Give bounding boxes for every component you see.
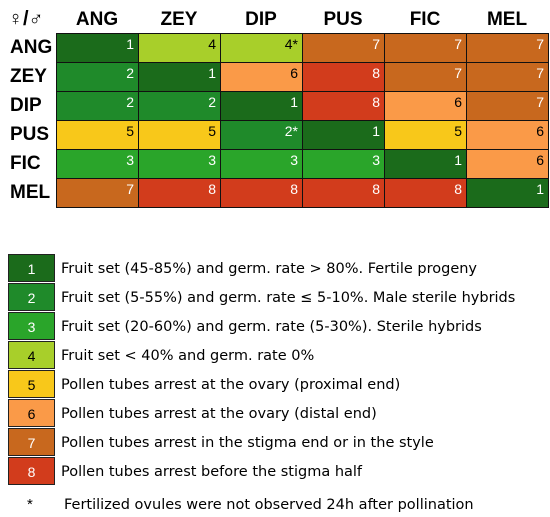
legend-text: Pollen tubes arrest at the ovary (proxim… bbox=[61, 377, 401, 393]
matrix-cell: 8 bbox=[139, 179, 221, 208]
legend-swatch: 4 bbox=[8, 341, 55, 369]
legend-swatch: 2 bbox=[8, 283, 55, 311]
female-male-symbol: ♀/♂ bbox=[8, 8, 44, 30]
row-header: DIP bbox=[10, 95, 42, 116]
row-header: ZEY bbox=[10, 66, 47, 87]
matrix-cell: 1 bbox=[303, 121, 385, 150]
matrix-cell: 3 bbox=[221, 150, 303, 179]
matrix-cell: 3 bbox=[139, 150, 221, 179]
matrix-cell: 8 bbox=[303, 179, 385, 208]
legend-text: Pollen tubes arrest in the stigma end or… bbox=[61, 435, 434, 451]
matrix-cell: 7 bbox=[467, 92, 549, 121]
matrix-cell: 8 bbox=[385, 179, 467, 208]
column-header: DIP bbox=[245, 9, 277, 30]
matrix-cell: 5 bbox=[385, 121, 467, 150]
matrix-cell: 2 bbox=[57, 92, 139, 121]
legend-swatch: 7 bbox=[8, 428, 55, 456]
legend-swatch: 5 bbox=[8, 370, 55, 398]
matrix-grid: 1 4 4* 7 7 7 2 1 6 8 7 7 2 2 1 8 6 7 5 5 2* 1 5 6 3 3 3 3 1 6 7 8 8 8 8 1 bbox=[56, 33, 549, 208]
row-header: PUS bbox=[10, 124, 50, 145]
matrix-cell: 7 bbox=[303, 34, 385, 63]
legend-text: Fruit set < 40% and germ. rate 0% bbox=[61, 348, 315, 364]
legend-swatch: 6 bbox=[8, 399, 55, 427]
crossing-matrix: ♀/♂ ANG ZEY DIP PUS FIC MEL ANG ZEY DIP … bbox=[0, 0, 550, 215]
matrix-cell: 7 bbox=[467, 63, 549, 92]
column-header: ZEY bbox=[160, 9, 198, 30]
matrix-cell: 8 bbox=[221, 179, 303, 208]
legend-text: Fruit set (5-55%) and germ. rate ≤ 5-10%… bbox=[61, 290, 516, 306]
matrix-cell: 7 bbox=[467, 34, 549, 63]
legend-text: Pollen tubes arrest before the stigma ha… bbox=[61, 464, 363, 480]
matrix-cell: 7 bbox=[385, 34, 467, 63]
matrix-cell: 8 bbox=[303, 92, 385, 121]
matrix-cell: 6 bbox=[221, 63, 303, 92]
matrix-cell: 4 bbox=[139, 34, 221, 63]
legend-text: Pollen tubes arrest at the ovary (distal… bbox=[61, 406, 377, 422]
matrix-cell: 2 bbox=[57, 63, 139, 92]
matrix-cell: 1 bbox=[221, 92, 303, 121]
legend-swatch: 8 bbox=[8, 457, 55, 485]
matrix-cell: 7 bbox=[385, 63, 467, 92]
matrix-cell: 2* bbox=[221, 121, 303, 150]
row-header: ANG bbox=[10, 37, 53, 58]
matrix-cell: 2 bbox=[139, 92, 221, 121]
matrix-cell: 7 bbox=[57, 179, 139, 208]
matrix-cell: 1 bbox=[139, 63, 221, 92]
footnote-symbol: * bbox=[27, 496, 33, 513]
matrix-cell: 5 bbox=[139, 121, 221, 150]
matrix-cell: 1 bbox=[385, 150, 467, 179]
legend-text: Fruit set (45-85%) and germ. rate > 80%.… bbox=[61, 261, 478, 277]
matrix-cell: 4* bbox=[221, 34, 303, 63]
matrix-cell: 1 bbox=[467, 179, 549, 208]
matrix-cell: 6 bbox=[385, 92, 467, 121]
legend-text: Fruit set (20-60%) and germ. rate (5-30%… bbox=[61, 319, 482, 335]
legend-swatch: 1 bbox=[8, 254, 55, 282]
matrix-cell: 6 bbox=[467, 121, 549, 150]
matrix-cell: 6 bbox=[467, 150, 549, 179]
row-header: FIC bbox=[10, 153, 41, 174]
column-header: ANG bbox=[75, 9, 119, 30]
matrix-cell: 3 bbox=[303, 150, 385, 179]
matrix-cell: 1 bbox=[57, 34, 139, 63]
footnote-text: Fertilized ovules were not observed 24h … bbox=[64, 497, 474, 513]
matrix-cell: 5 bbox=[57, 121, 139, 150]
row-header: MEL bbox=[10, 182, 51, 203]
legend-swatch: 3 bbox=[8, 312, 55, 340]
matrix-cell: 3 bbox=[57, 150, 139, 179]
matrix-cell: 8 bbox=[303, 63, 385, 92]
column-header: MEL bbox=[486, 9, 528, 30]
column-header: PUS bbox=[323, 9, 363, 30]
column-header: FIC bbox=[409, 9, 441, 30]
